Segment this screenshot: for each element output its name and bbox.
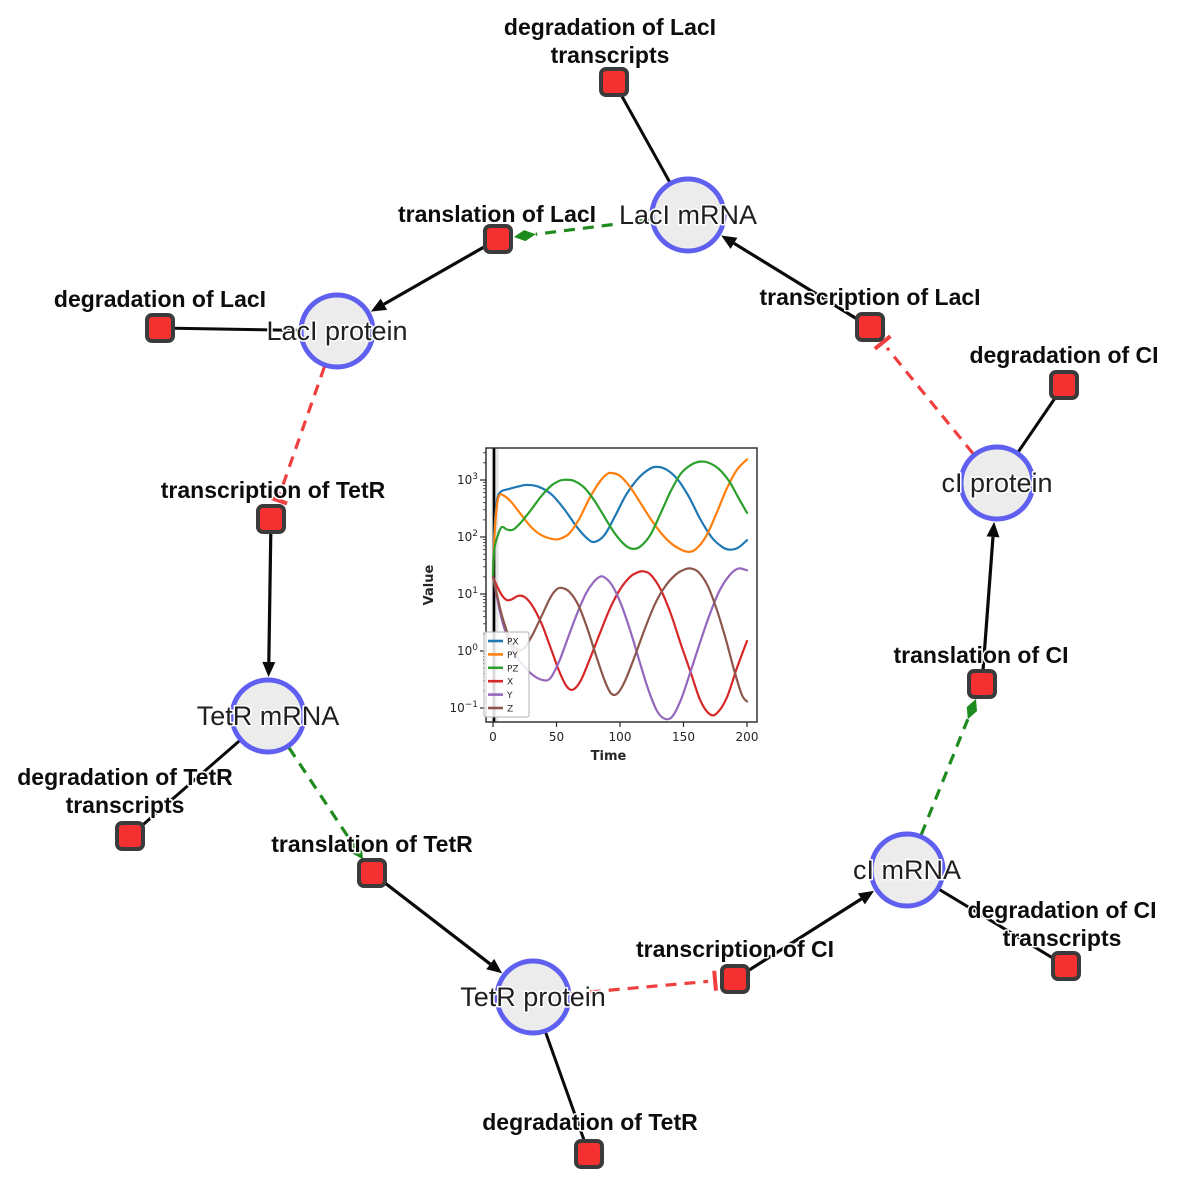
labels-layer: degradation of LacItranscriptstranslatio… (16, 13, 1160, 1137)
reaction-node-deg-laci[interactable] (145, 313, 175, 343)
species-label-laci-mrna: LacI mRNA (619, 200, 757, 230)
x-tick-label: 0 (489, 730, 497, 744)
x-tick-label: 100 (609, 730, 632, 744)
series-X (491, 570, 749, 717)
reaction-node-translation-tetr[interactable] (357, 858, 387, 888)
species-node-ci-protein[interactable] (958, 444, 1036, 522)
reaction-label-deg-ci-transcripts: transcripts (1003, 925, 1122, 951)
reaction-node-deg-ci[interactable] (1049, 370, 1079, 400)
x-axis-title: Time (591, 749, 627, 764)
species-node-tetr-protein[interactable] (494, 958, 572, 1036)
reaction-label-deg-laci-transcripts: transcripts (551, 42, 670, 68)
legend-entry-PX: PX (507, 638, 519, 648)
reaction-node-deg-tetr-transcripts[interactable] (115, 821, 145, 851)
edge-transcription-ci-ci-mrna (734, 890, 875, 981)
reaction-label-deg-laci-transcripts: degradation of LacI (504, 14, 716, 40)
species-node-laci-protein[interactable] (298, 292, 376, 370)
legend-entry-PZ: PZ (507, 664, 519, 674)
reaction-node-deg-laci-transcripts[interactable] (599, 67, 629, 97)
legend-entry-PY: PY (507, 651, 518, 661)
reaction-node-transcription-ci[interactable] (720, 964, 750, 994)
reaction-label-deg-tetr-transcripts: transcripts (66, 792, 185, 818)
reaction-label-deg-tetr: degradation of TetR (482, 1109, 698, 1135)
species-label-ci-protein: cI protein (941, 468, 1052, 498)
species-node-laci-mrna[interactable] (649, 176, 727, 254)
edge-translation-laci-laci-protein (370, 237, 499, 312)
edge-transcription-laci-laci-mrna (721, 235, 871, 329)
reaction-label-transcription-tetr: transcription of TetR (161, 477, 386, 503)
species-node-ci-mrna[interactable] (868, 831, 946, 909)
edge-translation-tetr-tetr-protein (371, 871, 503, 974)
reaction-node-transcription-laci[interactable] (855, 312, 885, 342)
reaction-label-translation-tetr: translation of TetR (271, 831, 473, 857)
species-label-tetr-protein: TetR protein (460, 982, 606, 1012)
plot-frame (485, 447, 758, 723)
reaction-label-deg-ci: degradation of CI (969, 342, 1158, 368)
reaction-label-translation-ci: translation of CI (893, 642, 1068, 668)
species-label-tetr-mrna: TetR mRNA (197, 701, 340, 731)
edge-translation-ci-ci-protein (980, 521, 1000, 685)
nodes-layer: LacI mRNA LacI protein TetR mRNA TetR prote… (115, 67, 1081, 1169)
plot-legend: PX PY PZ XYZ (483, 631, 530, 718)
legend-entry-Y: Y (506, 691, 513, 701)
reaction-node-deg-ci-transcripts[interactable] (1051, 951, 1081, 981)
edge-transcription-tetr-tetr-mrna (262, 518, 276, 678)
legend-entry-Z: Z (507, 705, 513, 715)
reaction-node-translation-ci[interactable] (967, 669, 997, 699)
reaction-label-transcription-ci: transcription of CI (636, 936, 834, 962)
reaction-label-transcription-laci: transcription of LacI (759, 284, 980, 310)
x-tick-label: 50 (549, 730, 564, 744)
inset-plot: 0 50 100 150 20010−1100101102103TimeValuePXP… (422, 428, 777, 784)
x-tick-label: 200 (736, 730, 759, 744)
reaction-label-translation-laci: translation of LacI (398, 201, 596, 227)
species-label-ci-mrna: cI mRNA (853, 855, 961, 885)
reaction-node-transcription-tetr[interactable] (256, 504, 286, 534)
species-node-tetr-mrna[interactable] (229, 677, 307, 755)
x-tick-label: 150 (672, 730, 695, 744)
reaction-label-deg-laci: degradation of LacI (54, 286, 266, 312)
reaction-label-deg-tetr-transcripts: degradation of TetR (17, 764, 233, 790)
legend-entry-X: X (507, 678, 513, 688)
reaction-node-translation-laci[interactable] (483, 224, 513, 254)
reaction-node-deg-tetr[interactable] (574, 1139, 604, 1169)
reaction-label-deg-ci-transcripts: degradation of CI (967, 897, 1156, 923)
series-PZ (491, 460, 749, 578)
series-PY (491, 458, 749, 578)
y-axis-title: Value (422, 564, 437, 605)
species-label-laci-protein: LacI protein (266, 316, 407, 346)
